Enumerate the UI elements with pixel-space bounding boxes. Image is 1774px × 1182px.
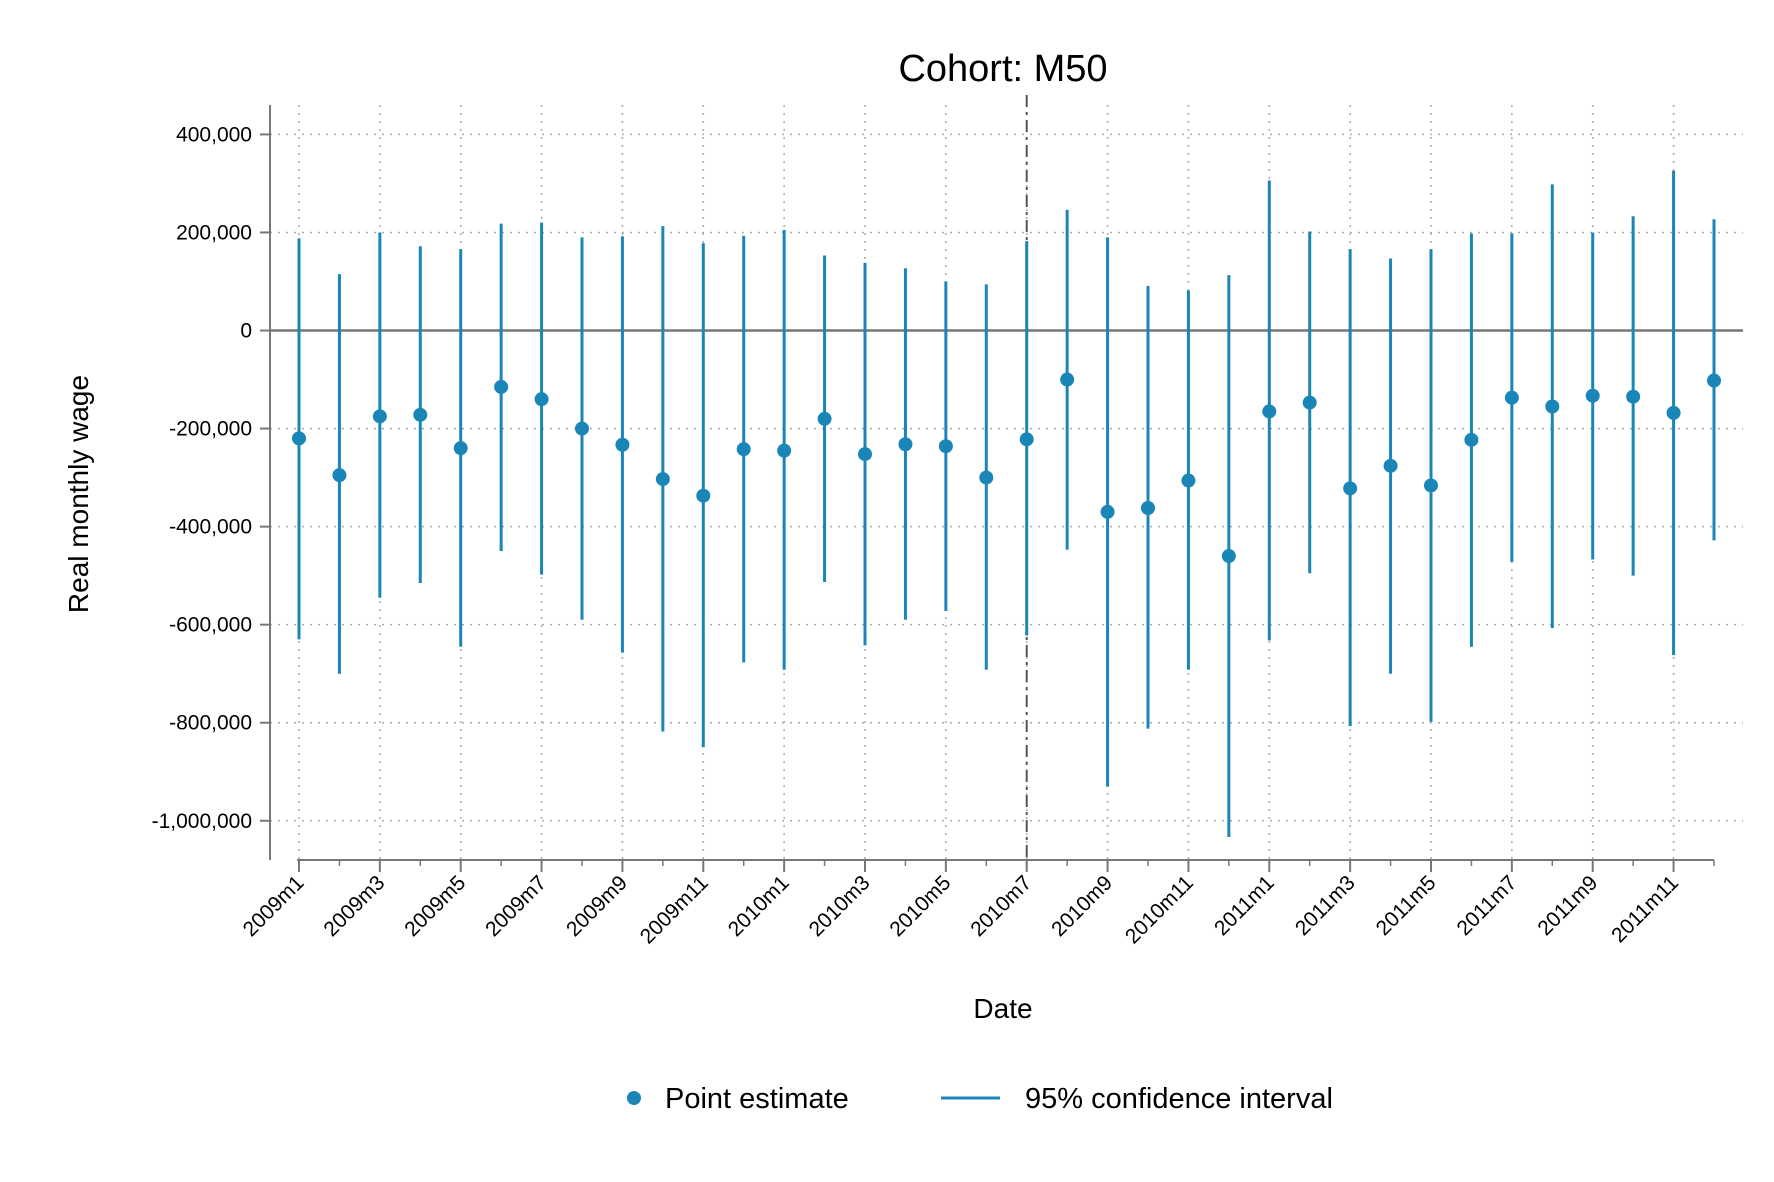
y-tick-label: -200,000: [169, 418, 252, 441]
y-tick-label: 400,000: [176, 123, 252, 146]
point-marker: [655, 472, 670, 487]
point-marker: [1626, 389, 1641, 404]
point-marker: [1343, 481, 1358, 496]
y-tick-label: -400,000: [169, 516, 252, 539]
point-marker: [372, 409, 387, 424]
point-marker: [736, 442, 751, 457]
legend: Point estimate 95% confidence interval: [627, 1083, 1333, 1115]
y-axis-title: Real monthly wage: [63, 375, 94, 613]
point-marker: [1221, 549, 1236, 564]
point-marker: [1545, 399, 1560, 414]
point-marker: [575, 421, 589, 436]
point-marker: [858, 447, 872, 462]
y-tick-label: -1,000,000: [152, 810, 252, 833]
y-tick-label: -800,000: [169, 712, 252, 735]
point-marker: [1707, 373, 1721, 388]
point-marker: [696, 488, 711, 503]
chart-title: Cohort: M50: [898, 48, 1107, 90]
point-marker: [1585, 388, 1600, 403]
y-tick-label: -600,000: [169, 614, 252, 637]
point-marker: [1504, 390, 1519, 405]
legend-label-point-estimate: Point estimate: [665, 1083, 849, 1115]
point-estimate-series: [292, 372, 1721, 564]
legend-label-confidence-interval: 95% confidence interval: [1025, 1083, 1333, 1115]
point-marker: [1100, 504, 1115, 519]
point-marker: [1060, 372, 1075, 387]
point-marker: [1424, 478, 1438, 493]
point-marker: [898, 437, 913, 452]
point-marker: [494, 379, 509, 394]
legend-point-marker: [627, 1091, 641, 1105]
point-marker: [777, 443, 792, 458]
y-axis: 400,000 200,000 0 -200,000 -400,000 -600,000 -…: [152, 105, 271, 860]
point-marker: [1262, 404, 1277, 419]
point-marker: [615, 437, 630, 452]
x-axis-title: Date: [973, 993, 1032, 1024]
y-tick-label: 200,000: [176, 221, 252, 244]
point-marker: [1019, 432, 1034, 447]
point-marker: [817, 411, 832, 426]
point-marker: [1464, 432, 1479, 447]
point-marker: [332, 468, 347, 483]
y-tick-label: 0: [240, 320, 252, 343]
point-marker: [1302, 395, 1317, 410]
point-marker: [938, 439, 953, 454]
point-marker: [1666, 405, 1681, 420]
point-marker: [1181, 473, 1196, 488]
point-marker: [534, 392, 549, 407]
point-marker: [1141, 500, 1155, 515]
point-marker: [1383, 458, 1398, 473]
point-marker: [292, 431, 306, 446]
point-marker: [413, 407, 428, 422]
point-marker: [453, 441, 468, 456]
point-marker: [979, 470, 994, 485]
